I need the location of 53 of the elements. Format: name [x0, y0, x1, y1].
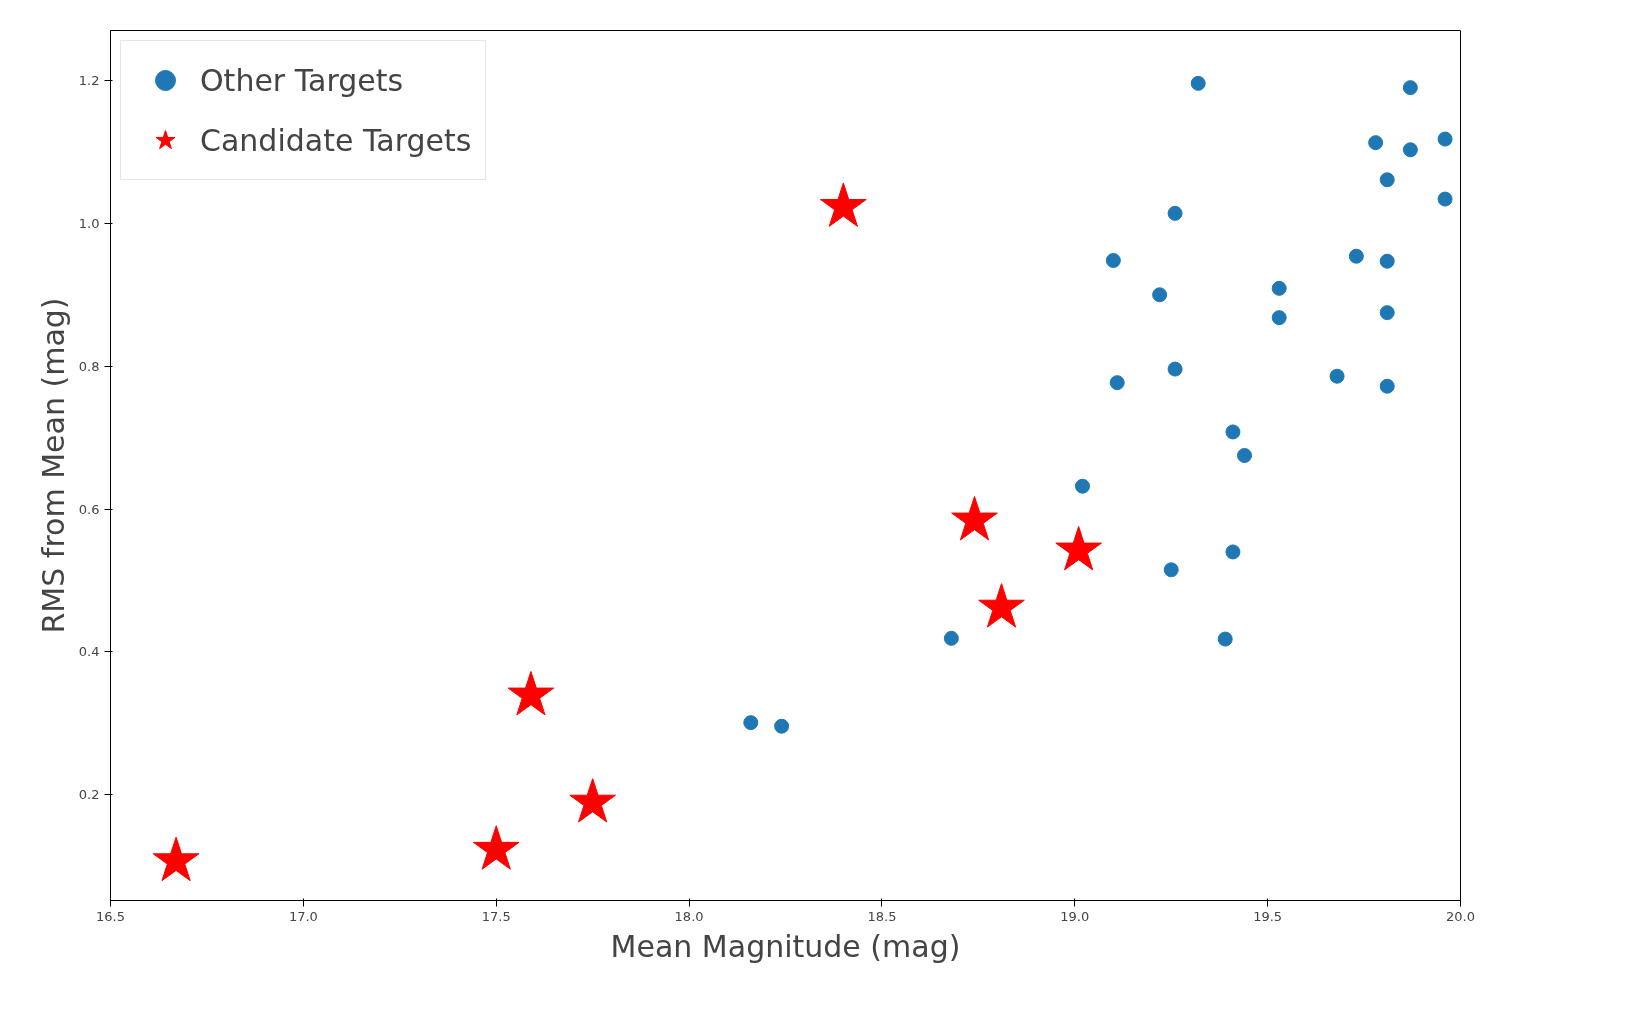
point: [978, 583, 1025, 628]
point: [1163, 562, 1179, 578]
point: [1190, 75, 1206, 91]
x-tick-label: 18.0: [674, 908, 704, 924]
point: [569, 778, 616, 823]
point: [1437, 191, 1453, 207]
point: [1379, 305, 1395, 321]
point: [1167, 361, 1183, 377]
point: [1152, 287, 1168, 303]
x-tick-label: 18.5: [867, 908, 897, 924]
y-axis-title: RMS from Mean (mag): [35, 297, 71, 634]
point: [1402, 80, 1418, 96]
x-tick-label: 19.5: [1253, 908, 1283, 924]
legend-label: Candidate Targets: [200, 122, 472, 158]
y-tick-label: 0.2: [78, 787, 100, 803]
point: [1348, 248, 1364, 264]
point: [1368, 135, 1384, 151]
point: [1437, 131, 1453, 147]
x-tick-label: 17.5: [481, 908, 511, 924]
point: [1225, 544, 1241, 560]
point: [152, 836, 200, 882]
point: [943, 630, 959, 646]
point: [1225, 424, 1241, 440]
x-tick-label: 19.0: [1060, 908, 1090, 924]
point: [1329, 368, 1345, 384]
point: [1379, 172, 1395, 188]
point: [472, 825, 520, 870]
point: [1402, 142, 1418, 158]
point: [743, 715, 759, 731]
point: [951, 496, 998, 541]
point: [1379, 253, 1395, 269]
point: [1271, 310, 1287, 326]
point: [1055, 526, 1102, 571]
point: [1109, 375, 1125, 391]
point: [1237, 448, 1252, 463]
point: [1379, 378, 1395, 394]
point: [507, 671, 555, 716]
x-tick-label: 17.0: [288, 908, 318, 924]
point: [1075, 478, 1090, 494]
point: [774, 718, 790, 734]
x-axis-title: Mean Magnitude (mag): [610, 928, 961, 964]
y-tick-label: 0.4: [78, 644, 100, 660]
point: [1167, 205, 1183, 221]
legend-label: Other Targets: [200, 62, 404, 98]
point: [1217, 631, 1233, 647]
y-tick-label: 1.0: [78, 215, 100, 231]
x-tick-label: 16.5: [96, 908, 125, 924]
point: [1105, 253, 1121, 268]
x-tick-label: 20.0: [1446, 908, 1475, 924]
y-tick-label: 0.6: [78, 501, 100, 517]
point: [1271, 280, 1287, 296]
y-tick-label: 0.8: [78, 358, 100, 374]
y-tick-label: 1.2: [78, 73, 100, 88]
